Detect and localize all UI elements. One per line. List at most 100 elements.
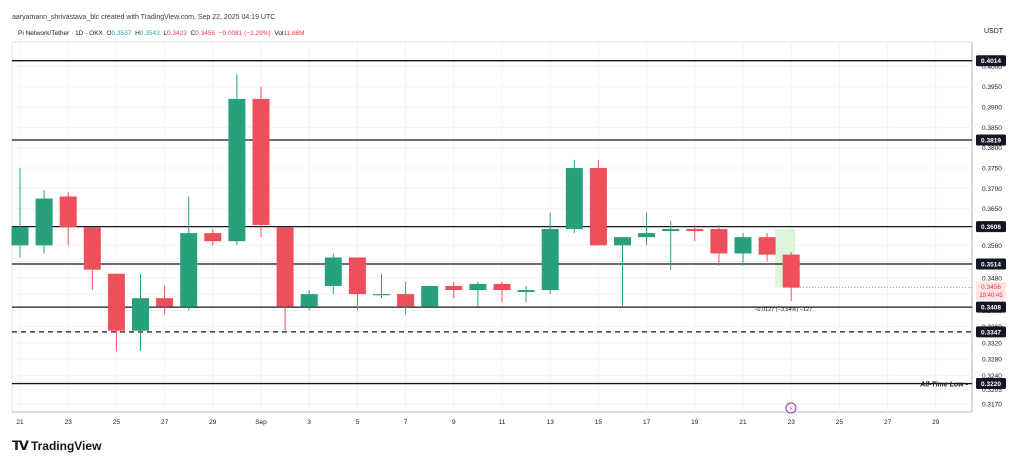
x-tick-label: 25	[113, 419, 121, 426]
x-tick-label: 23	[788, 419, 796, 426]
x-tick-label: 23	[65, 419, 73, 426]
x-tick-label: 15	[595, 419, 603, 426]
high-value: 0.3543	[139, 30, 160, 37]
y-tick-label: 0.3800	[982, 145, 1002, 152]
candle-body	[300, 294, 318, 307]
volume-label: Vol	[274, 30, 284, 37]
current-price-label: 0.3456	[981, 284, 1001, 291]
candle-body	[252, 98, 270, 225]
change-value: −0.0081 (−2.29%)	[218, 30, 271, 37]
symbol-name[interactable]: Pi Network/Tether · 1D · OKX	[18, 30, 103, 37]
candle-body	[204, 233, 222, 242]
y-tick-label: 0.3480	[982, 275, 1002, 282]
x-tick-label: 25	[836, 419, 844, 426]
x-tick-label: Sep	[255, 419, 267, 426]
currency-label: USDT	[984, 28, 1004, 35]
candle-body	[445, 285, 463, 291]
tradingview-brand-text: TradingView	[30, 439, 102, 453]
y-tick-label: 0.3560	[982, 243, 1002, 250]
candle-body	[421, 285, 439, 307]
candle-body	[83, 227, 101, 270]
level-label: 0.3220	[981, 381, 1001, 388]
x-tick-label: 5	[356, 419, 360, 426]
candle-body	[638, 233, 656, 238]
x-tick-label: 21	[739, 419, 747, 426]
candle-body	[686, 229, 704, 232]
level-label: 0.3819	[981, 137, 1001, 144]
countdown-label: 19:40:45	[979, 293, 1003, 299]
current-price-box	[976, 282, 1006, 301]
measure-note: −0.0127 (−3.54%) −127	[754, 307, 812, 313]
candle-body	[35, 198, 53, 246]
level-label: 0.3408	[981, 305, 1001, 312]
candle-body	[710, 229, 728, 254]
candle-body	[493, 283, 511, 291]
x-tick-label: 11	[499, 419, 506, 426]
y-tick-label: 0.3240	[982, 373, 1002, 380]
level-label: 0.3606	[981, 224, 1001, 231]
candle-body	[614, 237, 631, 246]
low-label: L	[163, 30, 167, 37]
candle-body	[276, 227, 294, 307]
x-tick-label: 21	[16, 419, 24, 426]
level-label-box	[976, 134, 1006, 146]
x-tick-label: 7	[404, 419, 408, 426]
y-tick-label: 0.3205	[982, 387, 1002, 394]
candle-body	[397, 294, 415, 307]
level-label-box	[976, 221, 1006, 233]
x-tick-label: 3	[307, 419, 311, 426]
x-tick-label: 29	[932, 419, 940, 426]
level-label-box	[976, 258, 1006, 270]
candle-body	[107, 273, 125, 331]
x-tick-label: 27	[161, 419, 169, 426]
level-label-box	[976, 326, 1006, 338]
candle-body	[782, 254, 800, 288]
y-tick-label: 0.3170	[982, 401, 1002, 408]
y-tick-label: 0.3750	[982, 166, 1002, 173]
candle-body	[59, 196, 77, 227]
close-label: C	[190, 30, 196, 37]
event-marker-icon	[785, 402, 797, 414]
low-value: 0.3423	[166, 30, 187, 37]
x-tick-label: 17	[643, 419, 651, 426]
y-tick-label: 0.3280	[982, 357, 1002, 364]
level-label: 0.4014	[981, 58, 1001, 65]
level-label: 0.3347	[981, 329, 1001, 336]
candle-body	[541, 229, 559, 291]
candle-body	[373, 294, 390, 296]
candle-body	[565, 168, 583, 230]
candle-body	[517, 290, 535, 293]
candle-body	[156, 298, 174, 307]
close-value: 0.3456	[195, 30, 216, 37]
open-value: 0.3537	[111, 30, 132, 37]
candle-body	[758, 237, 776, 255]
created-by-text: aaryamann_shrivastava_blc created with T…	[12, 14, 276, 21]
x-tick-label: 9	[452, 419, 456, 426]
y-tick-label: 0.3700	[982, 186, 1002, 193]
candle-body	[469, 283, 487, 291]
candle-body	[589, 168, 607, 246]
y-tick-label: 0.3650	[982, 206, 1002, 213]
candle-body	[180, 233, 198, 307]
x-tick-label: 13	[547, 419, 555, 426]
y-tick-label: 0.3950	[982, 84, 1002, 91]
candle-body	[662, 229, 680, 232]
volume-value: 11.86M	[283, 30, 305, 37]
all-time-low-annotation: All-Time Low -	[919, 381, 968, 388]
level-label-box	[976, 378, 1006, 390]
x-tick-label: 27	[884, 419, 892, 426]
y-tick-label: 0.3320	[982, 340, 1002, 347]
candle-body	[228, 98, 246, 242]
open-label: O	[106, 30, 112, 37]
candle-body	[11, 227, 29, 246]
y-tick-label: 0.3850	[982, 125, 1002, 132]
candle-body	[348, 257, 366, 295]
candle-body	[132, 298, 149, 331]
tradingview-logo[interactable]: 𝗧𝗩 TradingView	[12, 438, 101, 454]
y-tick-label: 0.3900	[982, 105, 1002, 112]
level-label: 0.3514	[981, 262, 1001, 269]
tradingview-logo-icon: 𝗧𝗩	[12, 438, 29, 453]
event-marker-glyph: ⚡	[789, 406, 793, 413]
